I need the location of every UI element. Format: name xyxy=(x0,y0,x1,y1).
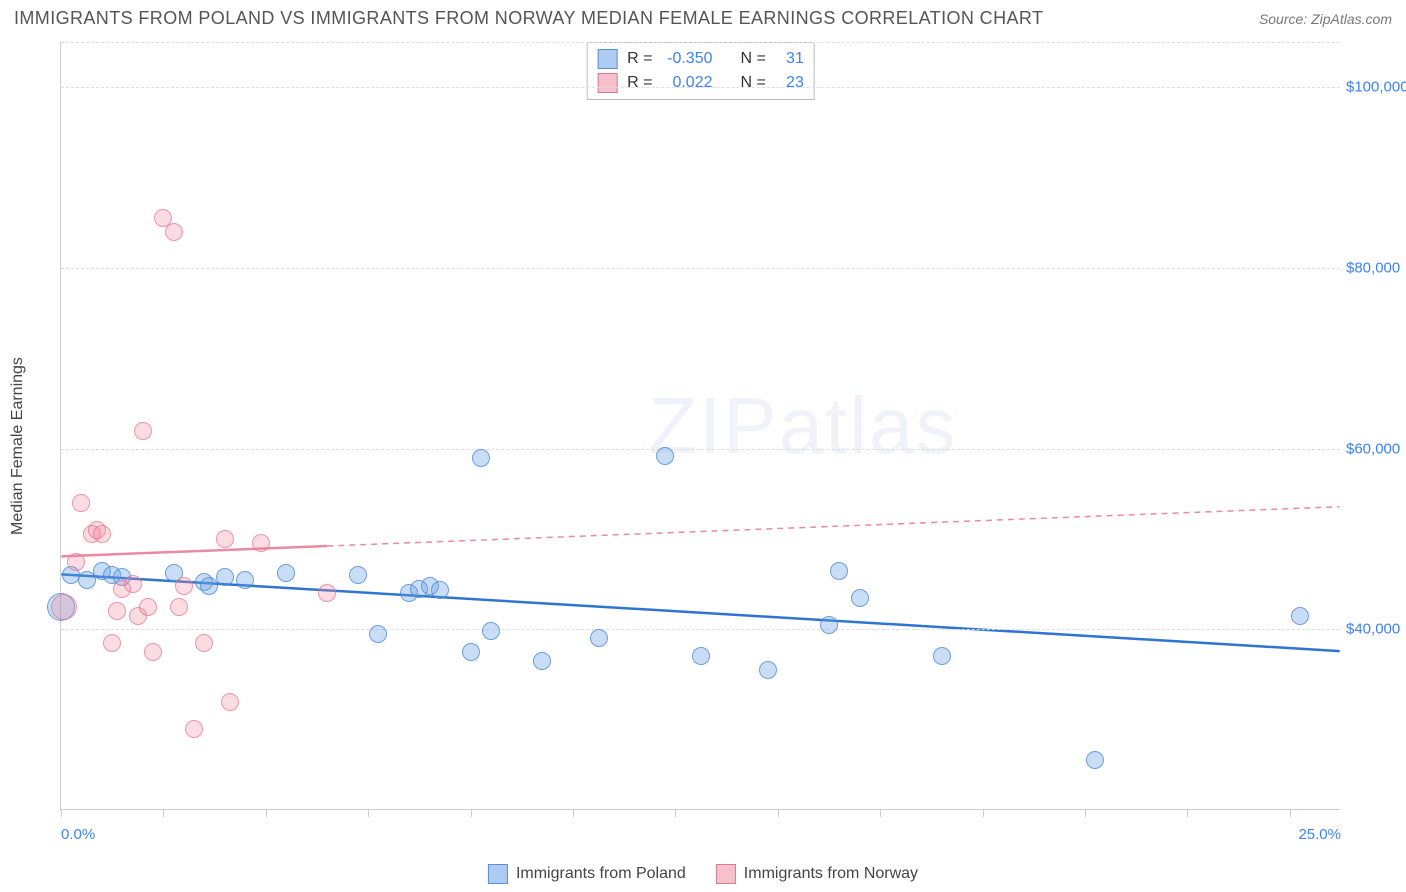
data-point xyxy=(1086,751,1104,769)
data-point xyxy=(72,494,90,512)
data-point xyxy=(462,643,480,661)
data-point xyxy=(318,584,336,602)
data-point xyxy=(144,643,162,661)
swatch-pink-icon xyxy=(597,73,617,93)
legend-label-poland: Immigrants from Poland xyxy=(516,865,686,883)
x-tick xyxy=(675,809,676,817)
n-label: N = xyxy=(741,71,766,95)
swatch-blue-icon xyxy=(488,864,508,884)
n-label: N = xyxy=(741,47,766,71)
data-point xyxy=(67,553,85,571)
x-tick xyxy=(573,809,574,817)
data-point xyxy=(236,571,254,589)
data-point xyxy=(349,566,367,584)
data-point xyxy=(124,575,142,593)
data-point xyxy=(195,634,213,652)
legend-item-norway: Immigrants from Norway xyxy=(716,864,918,884)
n-value-poland: 31 xyxy=(776,47,804,71)
data-point xyxy=(759,661,777,679)
data-point xyxy=(51,594,77,620)
x-tick xyxy=(1290,809,1291,817)
r-value-norway: 0.022 xyxy=(663,71,713,95)
data-point xyxy=(165,223,183,241)
title-bar: IMMIGRANTS FROM POLAND VS IMMIGRANTS FRO… xyxy=(14,8,1392,29)
data-point xyxy=(216,530,234,548)
n-value-norway: 23 xyxy=(776,71,804,95)
r-label: R = xyxy=(627,71,652,95)
data-point xyxy=(369,625,387,643)
x-tick xyxy=(266,809,267,817)
data-point xyxy=(93,525,111,543)
watermark: ZIPatlas xyxy=(648,380,957,472)
stats-row-norway: R = 0.022 N = 23 xyxy=(597,71,804,95)
r-value-poland: -0.350 xyxy=(663,47,713,71)
stats-legend: R = -0.350 N = 31 R = 0.022 N = 23 xyxy=(586,42,815,100)
legend-label-norway: Immigrants from Norway xyxy=(744,865,918,883)
data-point xyxy=(590,629,608,647)
data-point xyxy=(221,693,239,711)
data-point xyxy=(252,534,270,552)
x-tick xyxy=(983,809,984,817)
source-label: Source: ZipAtlas.com xyxy=(1259,11,1392,27)
data-point xyxy=(139,598,157,616)
data-point xyxy=(851,589,869,607)
data-point xyxy=(533,652,551,670)
swatch-blue-icon xyxy=(597,49,617,69)
data-point xyxy=(1291,607,1309,625)
x-tick xyxy=(778,809,779,817)
chart-title: IMMIGRANTS FROM POLAND VS IMMIGRANTS FRO… xyxy=(14,8,1043,29)
data-point xyxy=(482,622,500,640)
data-point xyxy=(134,422,152,440)
data-point xyxy=(820,616,838,634)
data-point xyxy=(933,647,951,665)
gridline xyxy=(61,629,1340,630)
legend-item-poland: Immigrants from Poland xyxy=(488,864,686,884)
data-point xyxy=(216,568,234,586)
data-point xyxy=(431,581,449,599)
data-point xyxy=(277,564,295,582)
x-tick xyxy=(1187,809,1188,817)
stats-row-poland: R = -0.350 N = 31 xyxy=(597,47,804,71)
x-tick xyxy=(61,809,62,817)
data-point xyxy=(185,720,203,738)
y-tick-label: $100,000 xyxy=(1346,79,1406,96)
data-point xyxy=(830,562,848,580)
x-tick-label: 25.0% xyxy=(1298,826,1341,843)
x-tick xyxy=(163,809,164,817)
r-label: R = xyxy=(627,47,652,71)
data-point xyxy=(103,634,121,652)
regression-lines xyxy=(61,42,1340,809)
gridline xyxy=(61,87,1340,88)
x-tick xyxy=(368,809,369,817)
data-point xyxy=(472,449,490,467)
data-point xyxy=(108,602,126,620)
bottom-legend: Immigrants from Poland Immigrants from N… xyxy=(488,864,918,884)
y-tick-label: $80,000 xyxy=(1346,259,1400,276)
data-point xyxy=(175,577,193,595)
x-tick xyxy=(1085,809,1086,817)
swatch-pink-icon xyxy=(716,864,736,884)
y-tick-label: $60,000 xyxy=(1346,440,1400,457)
x-tick xyxy=(880,809,881,817)
plot-area: ZIPatlas R = -0.350 N = 31 R = 0.022 N =… xyxy=(60,42,1340,810)
y-axis-label: Median Female Earnings xyxy=(9,357,27,535)
y-tick-label: $40,000 xyxy=(1346,621,1400,638)
data-point xyxy=(692,647,710,665)
gridline xyxy=(61,268,1340,269)
x-tick-label: 0.0% xyxy=(61,826,95,843)
data-point xyxy=(170,598,188,616)
data-point xyxy=(656,447,674,465)
x-tick xyxy=(471,809,472,817)
gridline xyxy=(61,449,1340,450)
